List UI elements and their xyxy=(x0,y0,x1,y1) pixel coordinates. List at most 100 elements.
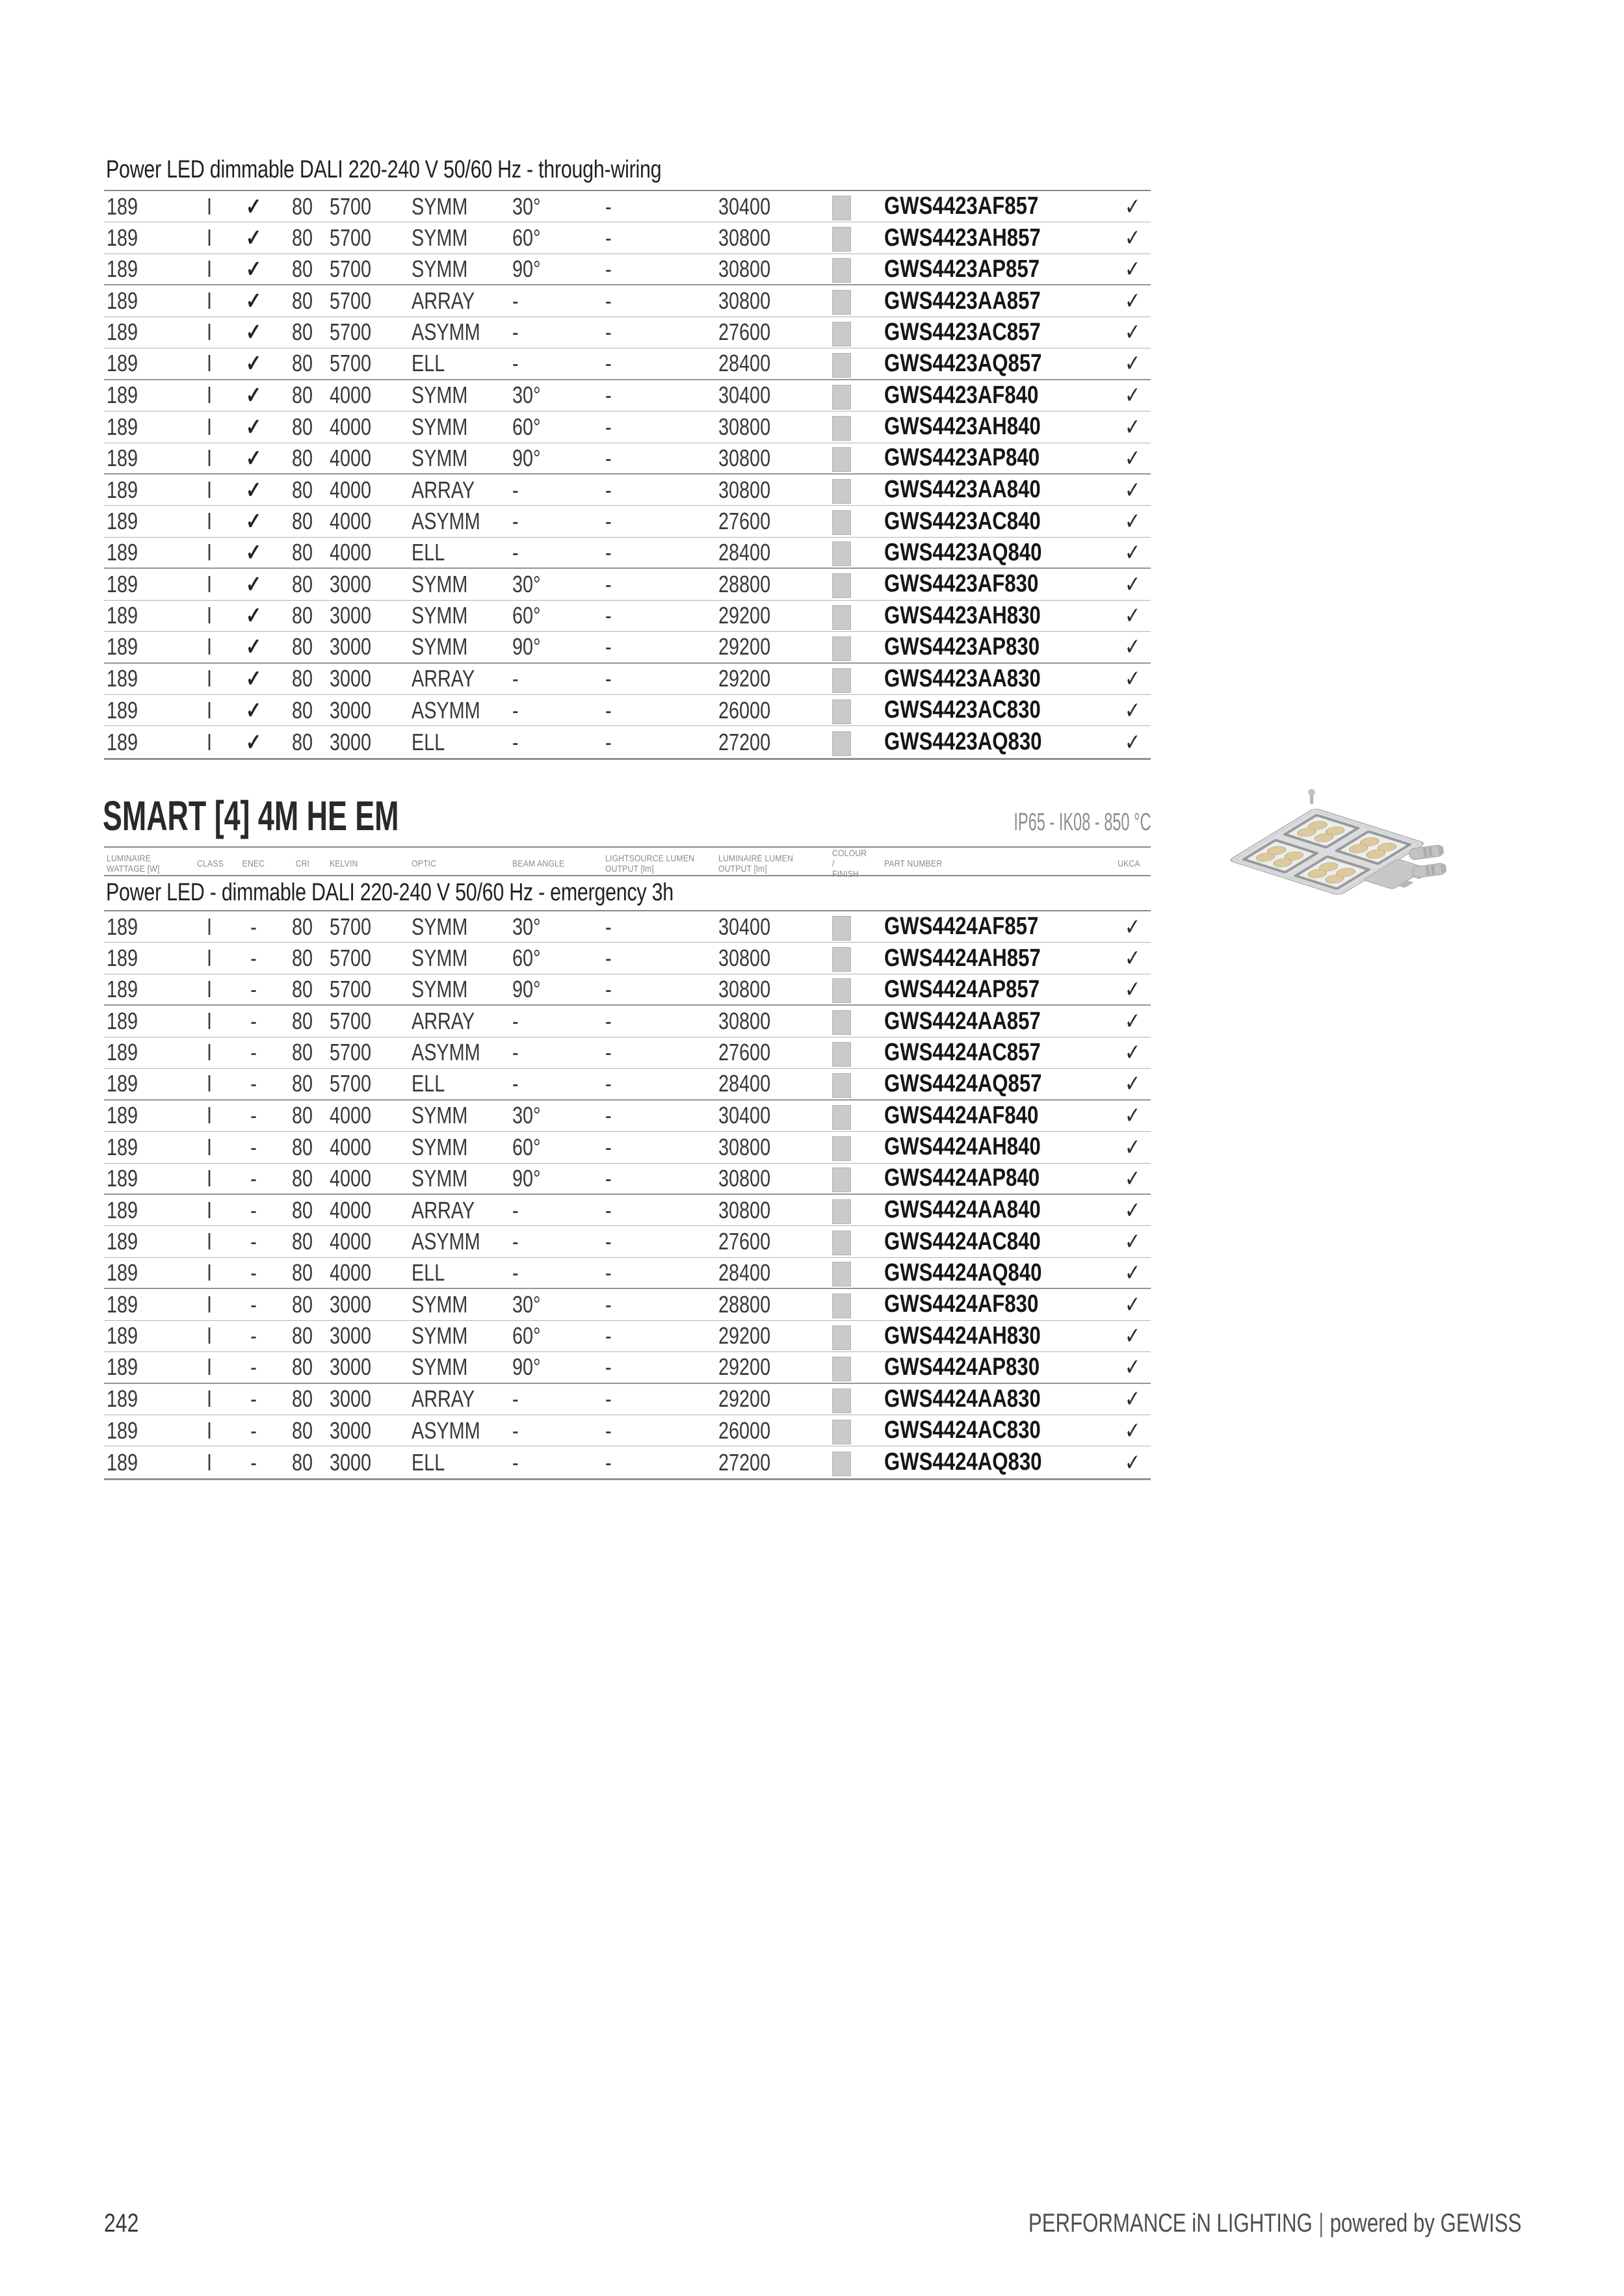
cell-lightsource-lumen: - xyxy=(597,1070,711,1097)
cell-cri: 80 xyxy=(283,224,322,252)
cell-part-number: GWS4423AF830 xyxy=(876,570,1065,598)
cell-ukca-text: ✓ xyxy=(1124,255,1140,283)
cell-luminaire-lumen-text: 28400 xyxy=(718,1259,771,1286)
cell-part-number-text: GWS4423AA857 xyxy=(884,287,1041,315)
colour-swatch xyxy=(832,573,851,599)
cell-part-number-text: GWS4423AF840 xyxy=(884,381,1039,409)
cell-wattage-text: 189 xyxy=(107,1353,138,1381)
cell-optic: SYMM xyxy=(404,1322,504,1350)
cell-kelvin: 3000 xyxy=(322,1417,404,1444)
cell-kelvin: 4000 xyxy=(322,1165,404,1192)
cell-beam-angle: 90° xyxy=(504,633,597,660)
cell-cri-text: 80 xyxy=(291,1102,313,1129)
cell-enec: - xyxy=(224,1039,283,1066)
cell-enec-text: ✓ xyxy=(245,728,262,755)
cell-wattage-text: 189 xyxy=(107,728,138,755)
cell-lightsource-lumen: - xyxy=(597,1228,711,1255)
table-row: 189 I ✓ 80 5700 SYMM 90° - 30800 GWS4423AP857 ✓ xyxy=(104,254,1151,286)
cell-optic: ASYMM xyxy=(404,508,504,535)
cell-lightsource-lumen: - xyxy=(597,1353,711,1381)
cell-beam-angle-text: 60° xyxy=(512,224,541,252)
cell-ukca-text: ✓ xyxy=(1124,413,1140,440)
header-class-text: CLASS xyxy=(197,858,224,868)
cell-wattage-text: 189 xyxy=(107,1196,138,1223)
cell-colour-swatch xyxy=(826,1259,876,1287)
cell-ukca-text: ✓ xyxy=(1124,444,1140,471)
cell-class-text: I xyxy=(207,382,213,409)
section-title-text: SMART [4] 4M HE EM xyxy=(103,792,399,839)
cell-cri-text: 80 xyxy=(291,1039,313,1066)
cell-cri-text: 80 xyxy=(291,976,313,1003)
cell-beam-angle-text: - xyxy=(512,539,519,566)
cell-class-text: I xyxy=(207,1133,213,1160)
cell-class-text: I xyxy=(207,319,213,346)
cell-beam-angle-text: 60° xyxy=(512,1322,541,1350)
cell-optic: SYMM xyxy=(404,1102,504,1129)
cell-part-number-text: GWS4424AP830 xyxy=(884,1353,1040,1381)
cell-lightsource-lumen: - xyxy=(597,697,711,724)
cell-colour-swatch xyxy=(826,1039,876,1067)
cell-kelvin-text: 4000 xyxy=(330,476,372,503)
page-number: 242 xyxy=(104,2209,139,2237)
table-row: 189 I ✓ 80 3000 ASYMM - - 26000 GWS4423AC830 ✓ xyxy=(104,695,1151,727)
cell-wattage: 189 xyxy=(104,1070,195,1097)
cell-ukca: ✓ xyxy=(1065,508,1151,535)
cell-cri-text: 80 xyxy=(291,1228,313,1255)
cell-cri-text: 80 xyxy=(291,508,313,535)
cell-class-text: I xyxy=(207,1290,213,1318)
cell-colour-swatch xyxy=(826,508,876,536)
cell-part-number: GWS4424AH840 xyxy=(876,1133,1065,1161)
cell-wattage-text: 189 xyxy=(107,665,138,692)
header-beam-angle-text: BEAM ANGLE xyxy=(512,858,565,868)
cell-beam-angle: 60° xyxy=(504,224,597,252)
cell-optic: SYMM xyxy=(404,382,504,409)
cell-colour-swatch xyxy=(826,192,876,220)
cell-class: I xyxy=(195,287,224,315)
cell-cri-text: 80 xyxy=(291,382,313,409)
cell-wattage: 189 xyxy=(104,976,195,1003)
colour-swatch xyxy=(832,915,851,941)
cell-wattage-text: 189 xyxy=(107,913,138,940)
cell-part-number-text: GWS4424AH857 xyxy=(884,944,1041,972)
cell-luminaire-lumen: 30800 xyxy=(711,445,826,472)
header-enec: ENEC xyxy=(224,858,283,868)
cell-part-number-text: GWS4423AH857 xyxy=(884,224,1041,252)
cell-enec: - xyxy=(224,1165,283,1192)
cell-part-number: GWS4424AA830 xyxy=(876,1385,1065,1413)
cell-kelvin: 5700 xyxy=(322,350,404,377)
cell-lightsource-lumen: - xyxy=(597,445,711,472)
cell-kelvin: 5700 xyxy=(322,1070,404,1097)
cell-colour-swatch xyxy=(826,1070,876,1098)
cell-class-text: I xyxy=(207,1070,213,1097)
cell-lightsource-lumen: - xyxy=(597,1008,711,1035)
cell-luminaire-lumen-text: 29200 xyxy=(718,665,771,692)
cell-cri: 80 xyxy=(283,1039,322,1066)
cell-beam-angle: - xyxy=(504,476,597,504)
header-lightsource-lumen: LIGHTSOURCE LUMEN OUTPUT [lm] xyxy=(597,853,711,874)
cell-beam-angle-text: 60° xyxy=(512,602,541,629)
cell-optic-text: ELL xyxy=(412,728,445,755)
cell-part-number-text: GWS4423AC840 xyxy=(884,507,1041,535)
cell-wattage-text: 189 xyxy=(107,1070,138,1097)
cell-part-number-text: GWS4424AF830 xyxy=(884,1290,1039,1318)
cell-part-number: GWS4424AC840 xyxy=(876,1228,1065,1256)
cell-class-text: I xyxy=(207,665,213,692)
cell-enec-text: ✓ xyxy=(245,696,262,724)
cell-optic: SYMM xyxy=(404,193,504,220)
cell-cri-text: 80 xyxy=(291,476,313,503)
cell-beam-angle-text: - xyxy=(512,1228,519,1255)
cell-optic-text: ASYMM xyxy=(412,319,480,346)
cell-luminaire-lumen: 28800 xyxy=(711,571,826,598)
cell-ukca-text: ✓ xyxy=(1124,1164,1140,1192)
cell-optic-text: SYMM xyxy=(412,1164,468,1192)
cell-class: I xyxy=(195,445,224,472)
cell-kelvin-text: 4000 xyxy=(330,1228,372,1255)
cell-ukca: ✓ xyxy=(1065,255,1151,283)
cell-class: I xyxy=(195,729,224,756)
cell-beam-angle-text: 30° xyxy=(512,1102,541,1129)
cell-wattage: 189 xyxy=(104,1385,195,1413)
cell-beam-angle: 30° xyxy=(504,1102,597,1129)
led-module xyxy=(1335,830,1412,865)
cell-optic-text: SYMM xyxy=(412,602,468,629)
colour-swatch xyxy=(832,321,851,346)
